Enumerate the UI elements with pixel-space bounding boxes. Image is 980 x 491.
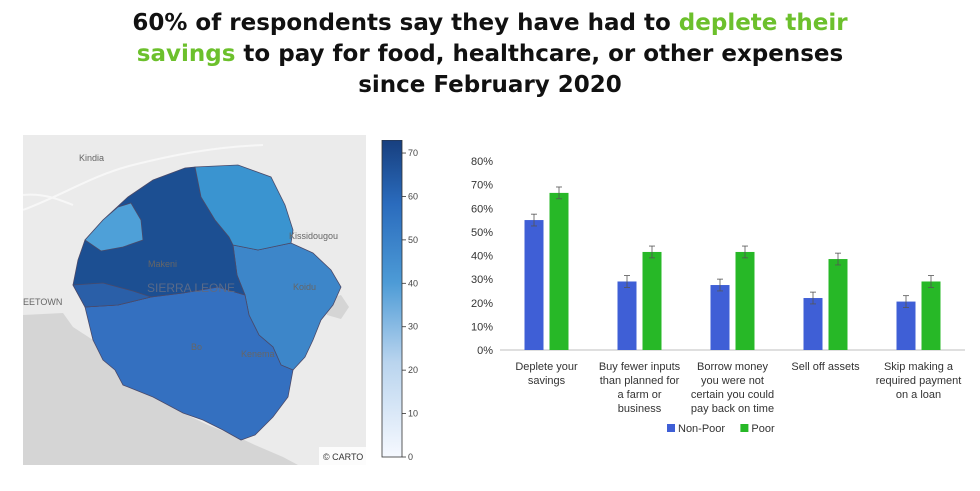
x-category-label-line: on a loan [896,389,941,401]
x-category-label-line: than planned for [600,375,680,387]
headline-line-1: 60% of respondents say they have had to … [0,8,980,39]
legend-label-non-poor: Non-Poor [678,423,725,435]
map-label-kissidougou: Kissidougou [289,231,338,241]
y-tick-label: 80% [471,156,493,168]
map-region-west[interactable] [72,282,153,308]
headline-text: to pay for food, healthcare, or other ex… [235,41,844,67]
map-attribution: © CARTO [323,452,363,462]
x-category-label-line: Borrow money [697,361,768,373]
map-road [23,144,264,211]
bar-poor-2 [735,251,755,350]
bars [524,186,941,350]
y-tick-label: 0% [477,345,493,357]
map-labels: Kindia Kissidougou Makeni SIERRA LEONE K… [23,153,338,359]
legend-swatch-poor [740,424,749,432]
x-category-label-0: Deplete your savings [515,361,578,387]
x-category-label-line: required payment [876,375,962,387]
x-category-label-line: Buy fewer inputs [599,361,681,373]
x-category-label-4: Skip making a required payment on a loan [876,361,962,401]
colorbar-tick-label: 70 [408,148,418,158]
x-category-label-line: Skip making a [884,361,954,373]
headline: 60% of respondents say they have had to … [0,8,980,101]
legend-label-poor: Poor [751,423,775,435]
map-region-northeast[interactable] [194,164,294,251]
map-ocean [23,313,298,465]
x-axis-labels: Deplete your savings Buy fewer inputs than … [515,361,961,415]
x-category-label-1: Buy fewer inputs than planned for a farm o… [599,361,681,415]
y-tick-label: 10% [471,321,493,333]
chart-legend: Non-Poor Poor [667,423,775,435]
x-category-label-line: a farm or [617,389,661,401]
bar-non-poor-2 [710,285,730,350]
bar-chart: 0% 10% 20% 30% 40% 50% 60% 70% 80% Deplete your s… [471,156,965,435]
headline-highlight: savings [136,41,236,67]
bar-poor-3 [828,259,848,350]
y-tick-label: 30% [471,274,493,286]
headline-line-2: savings to pay for food, healthcare, or … [0,39,980,70]
map-label-freetown: EETOWN [23,297,62,307]
map-label-kenema: Kenema [241,349,275,359]
map-label-country: SIERRA LEONE [147,281,235,295]
colorbar-tick-label: 60 [408,191,418,201]
y-tick-label: 50% [471,227,493,239]
x-category-label-line: pay back on time [691,403,774,415]
map-label-bo: Bo [191,342,202,352]
map-label-kindia: Kindia [79,153,104,163]
x-category-label-line: Sell off assets [791,361,860,373]
bar-non-poor-0 [524,220,544,350]
bar-poor-4 [921,281,941,350]
x-category-label-line: business [618,403,662,415]
map-region-northwest[interactable] [84,202,144,252]
colorbar-tick-label: 0 [408,452,413,462]
headline-highlight: deplete their [678,10,848,36]
colorbar-tick-label: 10 [408,409,418,419]
headline-line-3: since February 2020 [358,72,622,98]
legend-swatch-non-poor [667,424,675,432]
colorbar-gradient [381,140,403,458]
attribution-box [319,447,366,465]
map-color-legend: 70 60 50 40 30 20 10 0 [381,140,418,462]
x-category-label-2: Borrow money you were not certain you coul… [691,361,774,415]
y-tick-label: 70% [471,180,493,192]
bar-non-poor-3 [803,298,823,350]
x-category-label-line: savings [528,375,566,387]
bar-non-poor-1 [617,281,637,350]
y-tick-label: 20% [471,298,493,310]
colorbar-tick-label: 40 [408,278,418,288]
map-label-koidu: Koidu [293,282,316,292]
x-category-label-line: certain you could [691,389,774,401]
bar-non-poor-4 [896,301,916,350]
colorbar-tick-label: 30 [408,322,418,332]
y-tick-label: 60% [471,203,493,215]
colorbar-tick-label: 20 [408,365,418,375]
headline-text: 60% of respondents say they have had to [132,10,679,36]
bar-poor-1 [642,251,662,350]
choropleth-map[interactable]: Kindia Kissidougou Makeni SIERRA LEONE K… [23,135,366,465]
x-category-label-line: Deplete your [515,361,578,373]
bar-poor-0 [549,192,569,350]
y-axis: 0% 10% 20% 30% 40% 50% 60% 70% 80% [471,156,965,357]
x-category-label-3: Sell off assets [791,361,860,373]
y-tick-label: 40% [471,251,493,263]
x-category-label-line: you were not [701,375,764,387]
colorbar-tick-label: 50 [408,235,418,245]
map-label-makeni: Makeni [148,259,177,269]
colorbar-ticks: 70 60 50 40 30 20 10 0 [402,148,418,462]
